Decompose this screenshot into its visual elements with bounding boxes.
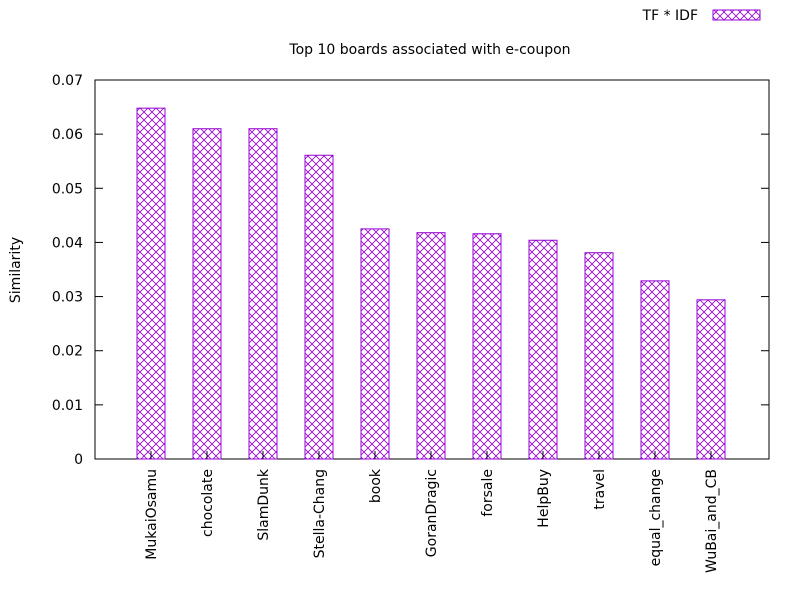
bar-gorandragic — [416, 232, 446, 460]
legend: TF * IDF — [642, 8, 761, 24]
bar-book — [360, 228, 390, 460]
bar-equal_change — [640, 280, 670, 460]
x-tick-label: MukaiOsamu — [144, 469, 160, 560]
y-tick-label: 0.02 — [52, 344, 83, 360]
x-tick-label: equal_change — [648, 469, 664, 566]
bars — [136, 107, 726, 460]
x-tick-label: Stella-Chang — [312, 469, 328, 558]
x-tick-label: travel — [592, 469, 608, 510]
x-tick-label: book — [368, 468, 384, 503]
x-tick-label: HelpBuy — [536, 469, 552, 528]
bar-travel — [584, 252, 614, 460]
x-tick-label: SlamDunk — [256, 468, 272, 541]
x-tick-label: forsale — [480, 469, 496, 517]
chart-title: Top 10 boards associated with e-coupon — [288, 42, 570, 58]
y-tick-label: 0.05 — [52, 181, 83, 197]
bar-slamdunk — [248, 128, 278, 460]
bar-wubai_and_cb — [696, 299, 726, 460]
y-tick-label: 0.06 — [52, 127, 83, 143]
x-tick-label: GoranDragic — [424, 469, 440, 557]
bar-chocolate — [192, 128, 222, 460]
y-axis-ticks: 0 0.01 0.02 0.03 0.04 0.05 0.06 0.07 — [52, 73, 769, 468]
y-tick-label: 0.07 — [52, 73, 83, 89]
bar-forsale — [472, 233, 502, 460]
y-axis-label: Similarity — [8, 237, 24, 303]
x-tick-label: chocolate — [200, 469, 216, 537]
x-tick-label: WuBai_and_CB — [704, 469, 720, 573]
legend-label: TF * IDF — [642, 8, 698, 24]
y-tick-label: 0.03 — [52, 290, 83, 306]
bar-stella-chang — [304, 154, 334, 460]
x-axis-tick-labels: MukaiOsamu chocolate SlamDunk Stella-Chang b… — [144, 451, 720, 573]
y-tick-label: 0.01 — [52, 398, 83, 414]
legend-swatch — [712, 9, 761, 21]
bar-helpbuy — [528, 239, 558, 460]
bar-mukaiosamu — [136, 107, 166, 460]
y-tick-label: 0.04 — [52, 235, 83, 251]
y-tick-label: 0 — [74, 452, 83, 468]
